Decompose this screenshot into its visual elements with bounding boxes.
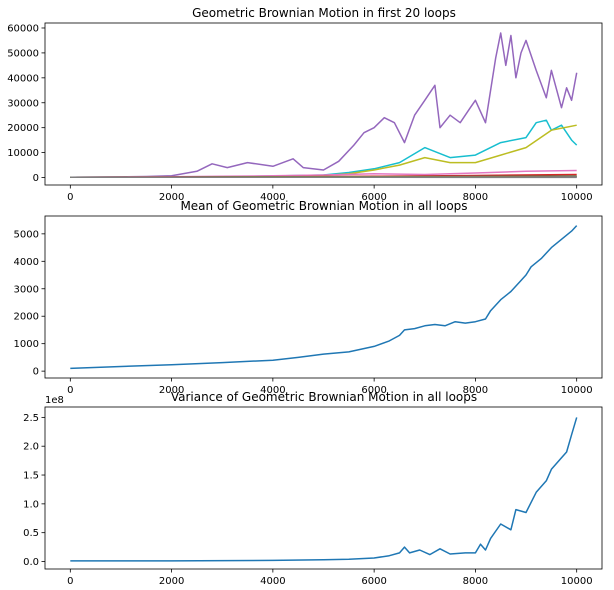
x-tick-label: 6000	[361, 385, 386, 396]
x-tick-label: 2000	[159, 385, 184, 396]
plot-frame	[44, 22, 603, 186]
y-tick-label: 1000	[14, 339, 39, 350]
x-tick-label: 4000	[260, 192, 285, 203]
x-tick-label: 2000	[159, 192, 184, 203]
series-line-0	[70, 417, 578, 562]
plot-area: 0 2000 4000 6000 8000 10000 0.0 0.5 1.0 1.5 2.0 2.5	[23, 413, 592, 587]
y-tick-label: 10000	[7, 148, 39, 159]
x-tick-label: 0	[67, 385, 73, 396]
y-tick-label: 4000	[14, 257, 39, 268]
x-tick-label: 0	[67, 192, 73, 203]
y-tick-label: 0	[33, 367, 39, 378]
series-line-0	[70, 32, 578, 179]
y-tick-label: 40000	[7, 73, 39, 84]
y-tick-label: 1.0	[23, 499, 39, 510]
y-tick-label: 5000	[14, 229, 39, 240]
y-tick-label: 0.0	[23, 557, 39, 568]
series-line-0	[70, 225, 578, 370]
plot-frame	[44, 406, 603, 570]
chart-gbm-20-loops: Geometric Brownian Motion in first 20 lo…	[7, 6, 603, 203]
y-tick-label: 60000	[7, 23, 39, 34]
x-tick-label: 4000	[260, 576, 285, 587]
plot-area: 0 2000 4000 6000 8000 10000 0 1000 2000 3000 4000 5…	[14, 225, 593, 396]
axis-multiplier-label: 1e8	[45, 395, 64, 406]
chart-title: Mean of Geometric Brownian Motion in all…	[180, 199, 467, 213]
y-tick-label: 1.5	[23, 471, 39, 482]
y-tick-label: 0.5	[23, 528, 39, 539]
x-tick-label: 0	[67, 576, 73, 587]
y-tick-label: 20000	[7, 123, 39, 134]
x-tick-label: 10000	[561, 576, 593, 587]
y-tick-label: 3000	[14, 284, 39, 295]
y-tick-label: 50000	[7, 48, 39, 59]
y-tick-label: 2.0	[23, 442, 39, 453]
x-tick-label: 8000	[463, 385, 488, 396]
chart-mean-gbm: Mean of Geometric Brownian Motion in all…	[14, 199, 603, 396]
x-tick-label: 4000	[260, 385, 285, 396]
plot-area: 0 2000 4000 6000 8000 10000 0 10000 20000 30000 40…	[7, 23, 592, 203]
plot-frame	[44, 215, 603, 379]
x-tick-label: 10000	[561, 192, 593, 203]
y-tick-label: 0	[33, 173, 39, 184]
chart-title: Geometric Brownian Motion in first 20 lo…	[192, 6, 456, 20]
x-tick-label: 2000	[159, 576, 184, 587]
x-tick-label: 6000	[361, 192, 386, 203]
x-tick-label: 8000	[463, 576, 488, 587]
x-tick-label: 10000	[561, 385, 593, 396]
x-tick-label: 8000	[463, 192, 488, 203]
y-tick-label: 30000	[7, 98, 39, 109]
y-tick-label: 2.5	[23, 413, 39, 424]
x-tick-label: 6000	[361, 576, 386, 587]
y-tick-label: 2000	[14, 312, 39, 323]
chart-title: Variance of Geometric Brownian Motion in…	[171, 390, 477, 404]
chart-variance-gbm: Variance of Geometric Brownian Motion in…	[23, 390, 603, 587]
